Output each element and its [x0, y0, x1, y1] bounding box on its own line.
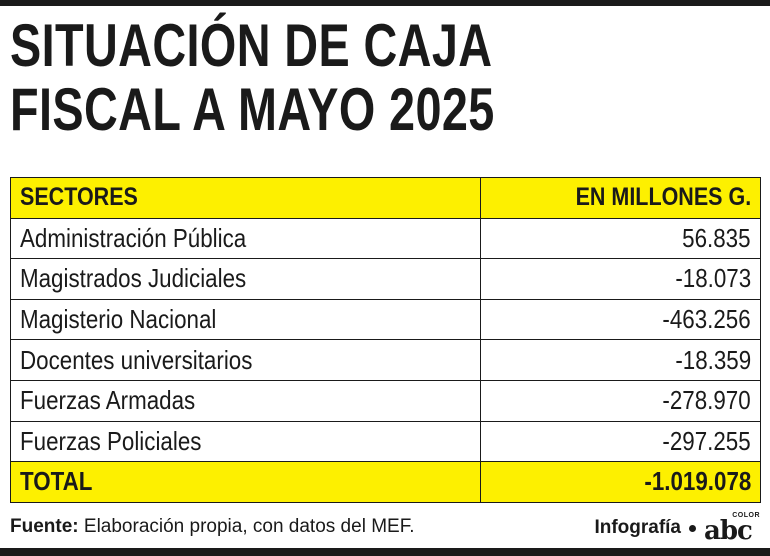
source-label: Fuente: — [10, 516, 79, 537]
header-sectors: SECTORES — [10, 177, 481, 219]
table-row: Magistrados Judiciales -18.073 — [10, 258, 761, 300]
title-line-1: SITUACIÓN DE CAJA — [10, 12, 493, 79]
credit: Infografía abc COLOR — [594, 512, 760, 546]
table-row: Administración Pública 56.835 — [10, 217, 761, 260]
top-border — [0, 0, 770, 6]
row-value: -297.255 — [480, 420, 761, 463]
row-value: -463.256 — [480, 298, 761, 341]
table-row: Magisterio Nacional -463.256 — [10, 298, 761, 341]
row-value: 56.835 — [480, 217, 761, 260]
source-note: Fuente: Elaboración propia, con datos de… — [10, 516, 414, 538]
table-row: Fuerzas Policiales -297.255 — [10, 420, 761, 463]
row-sector: Fuerzas Armadas — [10, 379, 481, 422]
total-value: -1.019.078 — [480, 461, 761, 503]
total-label: TOTAL — [10, 461, 481, 503]
source-text: Elaboración propia, con datos del MEF. — [83, 516, 415, 537]
credit-label: Infografía — [594, 517, 681, 538]
total-row: TOTAL -1.019.078 — [10, 461, 761, 503]
abc-color-logo-icon: abc COLOR — [704, 512, 760, 546]
row-value: -18.359 — [480, 339, 761, 381]
row-value: -278.970 — [480, 379, 761, 422]
row-sector: Administración Pública — [10, 217, 481, 260]
fiscal-table: SECTORES EN MILLONES G. Administración P… — [10, 177, 761, 503]
row-sector: Docentes universitarios — [10, 339, 481, 381]
table-row: Docentes universitarios -18.359 — [10, 339, 761, 381]
bullet-icon — [689, 524, 696, 532]
title-line-2: FISCAL A MAYO 2025 — [10, 76, 495, 143]
row-sector: Magistrados Judiciales — [10, 258, 481, 300]
header-value: EN MILLONES G. — [480, 177, 761, 219]
row-sector: Magisterio Nacional — [10, 298, 481, 341]
row-sector: Fuerzas Policiales — [10, 420, 481, 463]
table-header-row: SECTORES EN MILLONES G. — [10, 177, 761, 219]
page-title: SITUACIÓN DE CAJA FISCAL A MAYO 2025 — [10, 14, 595, 142]
table-row: Fuerzas Armadas -278.970 — [10, 379, 761, 422]
row-value: -18.073 — [480, 258, 761, 300]
bottom-border — [0, 548, 770, 556]
